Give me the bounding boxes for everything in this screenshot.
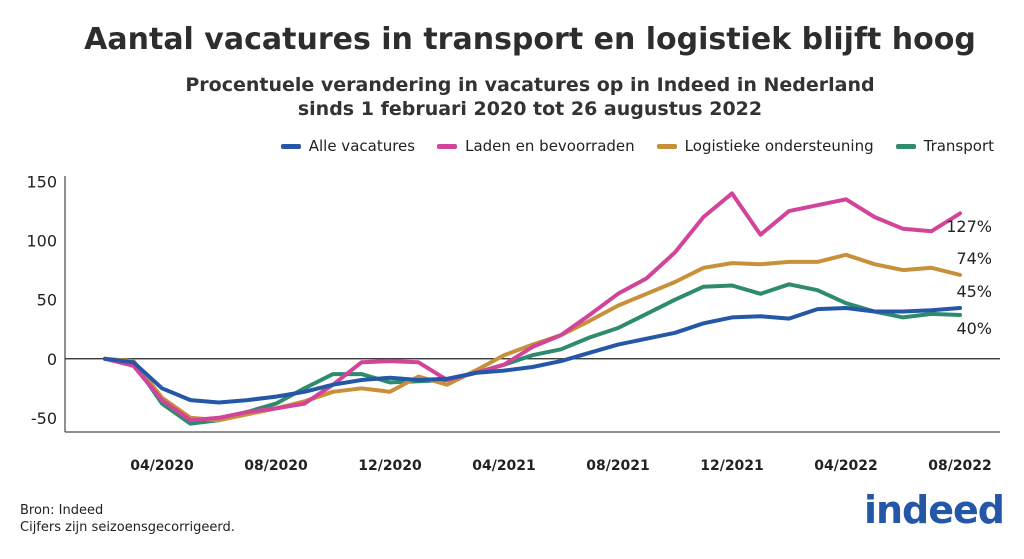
source-text: Bron: Indeed xyxy=(20,503,104,518)
legend-label: Laden en bevoorraden xyxy=(465,137,635,155)
legend-item-transport: Transport xyxy=(895,137,994,155)
chart-title: Aantal vacatures in transport en logisti… xyxy=(84,22,976,57)
series-line-alle-vacatures xyxy=(103,306,962,405)
legend-label: Transport xyxy=(923,137,994,155)
y-tick-label: 0 xyxy=(47,350,57,369)
legend: Alle vacatures Laden en bevoorraden Logi… xyxy=(280,137,994,155)
legend-swatch xyxy=(437,143,458,149)
end-value-label: 127% xyxy=(946,217,992,236)
y-tick-label: 100 xyxy=(26,232,57,251)
legend-label: Alle vacatures xyxy=(308,137,416,155)
series-line-logistieke-ondersteuning xyxy=(103,252,962,423)
x-tick-label: 12/2020 xyxy=(358,458,422,474)
chart-subtitle-line1: Procentuele verandering in vacatures op … xyxy=(185,74,875,96)
legend-item-alle-vacatures: Alle vacatures xyxy=(280,137,416,155)
series-line-laden-en-bevoorraden xyxy=(103,191,962,423)
x-tick-label: 08/2021 xyxy=(586,458,650,474)
legend-item-logistieke-ondersteuning: Logistieke ondersteuning xyxy=(656,137,874,155)
y-tick-label: -50 xyxy=(31,409,57,428)
indeed-logo: indeed xyxy=(863,488,1005,532)
x-tick-label: 04/2022 xyxy=(814,458,878,474)
source-note: Bron: Indeed Cijfers zijn seizoensgecorr… xyxy=(20,502,235,536)
x-tick-label: 08/2022 xyxy=(928,458,992,474)
x-tick-label: 08/2020 xyxy=(244,458,308,474)
end-value-label: 40% xyxy=(956,319,992,338)
legend-swatch xyxy=(280,143,301,149)
end-value-label: 45% xyxy=(956,282,992,301)
x-tick-label: 12/2021 xyxy=(700,458,764,474)
y-tick-label: 150 xyxy=(26,173,57,192)
legend-swatch xyxy=(656,143,677,149)
seasonal-note: Cijfers zijn seizoensgecorrigeerd. xyxy=(20,520,235,535)
y-tick-label: 50 xyxy=(37,291,57,310)
legend-label: Logistieke ondersteuning xyxy=(684,137,874,155)
end-value-label: 74% xyxy=(956,249,992,268)
chart-subtitle-line2: sinds 1 februari 2020 tot 26 augustus 20… xyxy=(297,98,763,120)
legend-swatch xyxy=(895,143,916,149)
legend-item-laden-en-bevoorraden: Laden en bevoorraden xyxy=(437,137,635,155)
x-tick-label: 04/2020 xyxy=(130,458,194,474)
x-tick-label: 04/2021 xyxy=(472,458,536,474)
